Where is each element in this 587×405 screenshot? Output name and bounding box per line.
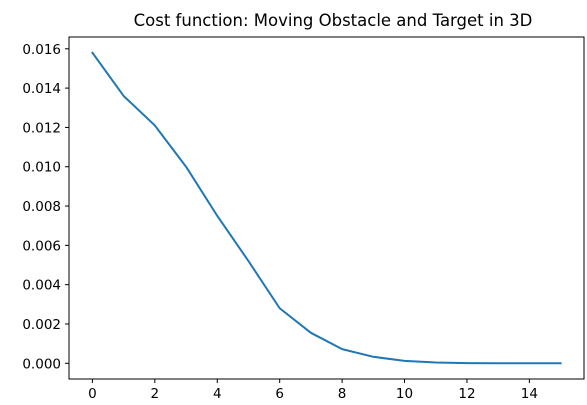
y-tick-label: 0.006 xyxy=(22,238,61,254)
y-axis: 0.000 0.002 0.004 0.006 0.008 0.010 0.012 0.014… xyxy=(22,42,69,372)
x-tick-label: 6 xyxy=(275,386,284,402)
x-tick-label: 2 xyxy=(151,386,160,402)
x-tick-label: 4 xyxy=(213,386,222,402)
y-tick-label: 0.000 xyxy=(22,356,61,372)
plot-frame xyxy=(68,36,585,380)
y-tick-label: 0.002 xyxy=(22,317,61,333)
y-tick-label: 0.012 xyxy=(22,120,61,136)
x-tick-label: 10 xyxy=(396,386,413,402)
series-line-0 xyxy=(91,51,562,365)
chart-title: Cost function: Moving Obstacle and Targe… xyxy=(134,11,533,30)
x-tick-label: 0 xyxy=(88,386,97,402)
y-tick-label: 0.016 xyxy=(22,42,61,58)
y-tick-label: 0.008 xyxy=(22,199,61,215)
y-tick-label: 0.004 xyxy=(22,278,61,294)
x-tick-label: 8 xyxy=(338,386,347,402)
x-axis: 0 2 4 6 8 10 12 14 xyxy=(88,379,538,402)
series-layer xyxy=(91,51,562,365)
y-tick-label: 0.010 xyxy=(22,160,61,176)
x-tick-label: 14 xyxy=(521,386,538,402)
y-tick-label: 0.014 xyxy=(22,81,61,97)
x-tick-label: 12 xyxy=(458,386,475,402)
